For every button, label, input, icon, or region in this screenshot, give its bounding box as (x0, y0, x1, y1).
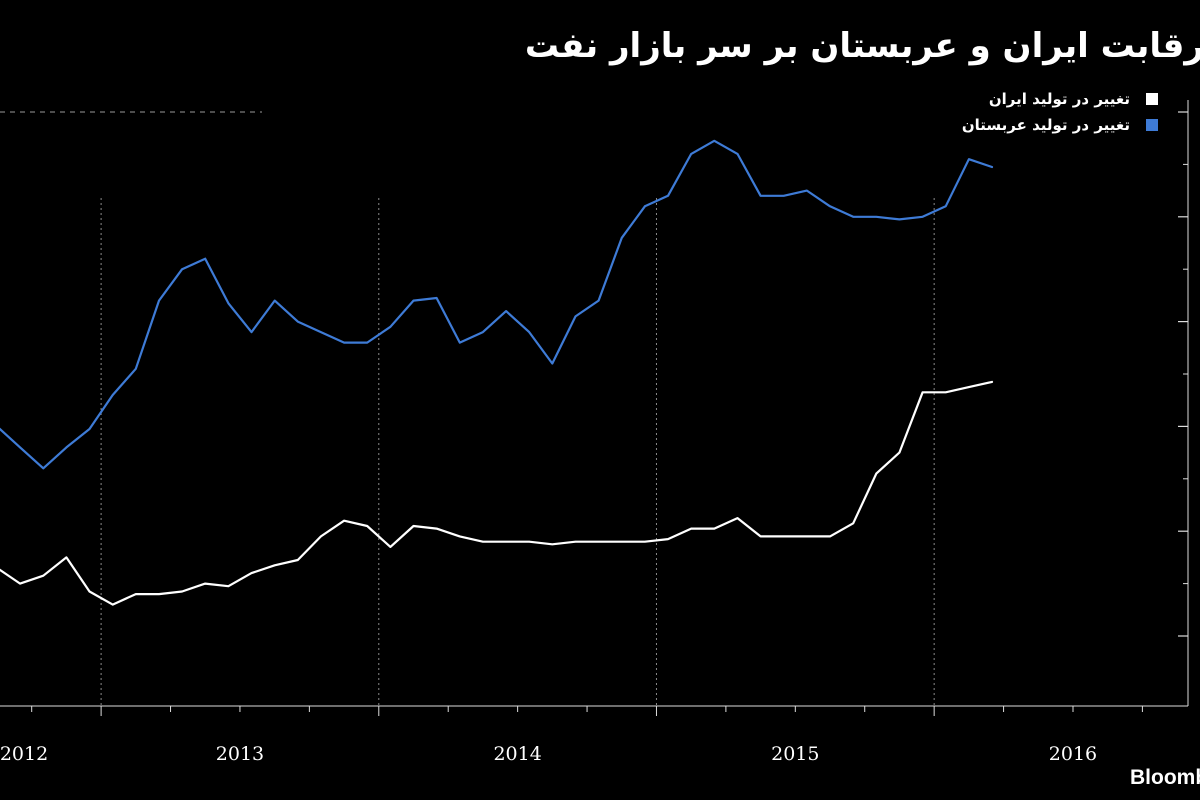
legend-swatch-saudi (1146, 119, 1158, 131)
legend-label-saudi: تغییر در تولید عربستان (961, 116, 1130, 134)
legend-swatch-iran (1146, 93, 1158, 105)
legend-item-iran: تغییر در تولید ایران (962, 86, 1158, 112)
series-line-saudi (0, 139, 994, 470)
legend: تغییر در تولید ایران تغییر در تولید عربس… (962, 86, 1158, 138)
x-tick-label-2013: 2013 (216, 743, 264, 765)
legend-item-saudi: تغییر در تولید عربستان (962, 112, 1158, 138)
series-line-iran (0, 380, 994, 606)
x-tick-label-2014: 2014 (493, 743, 541, 765)
x-tick-label-2016: 2016 (1049, 743, 1097, 765)
legend-label-iran: تغییر در تولید ایران (988, 90, 1130, 108)
x-tick-label-2015: 2015 (771, 743, 819, 765)
chart-title: رقابت ایران و عربستان بر سر بازار نفت (524, 26, 1200, 66)
brand-logo-text: Bloomberg (1130, 766, 1200, 789)
x-tick-label-2012: 2012 (0, 743, 48, 765)
